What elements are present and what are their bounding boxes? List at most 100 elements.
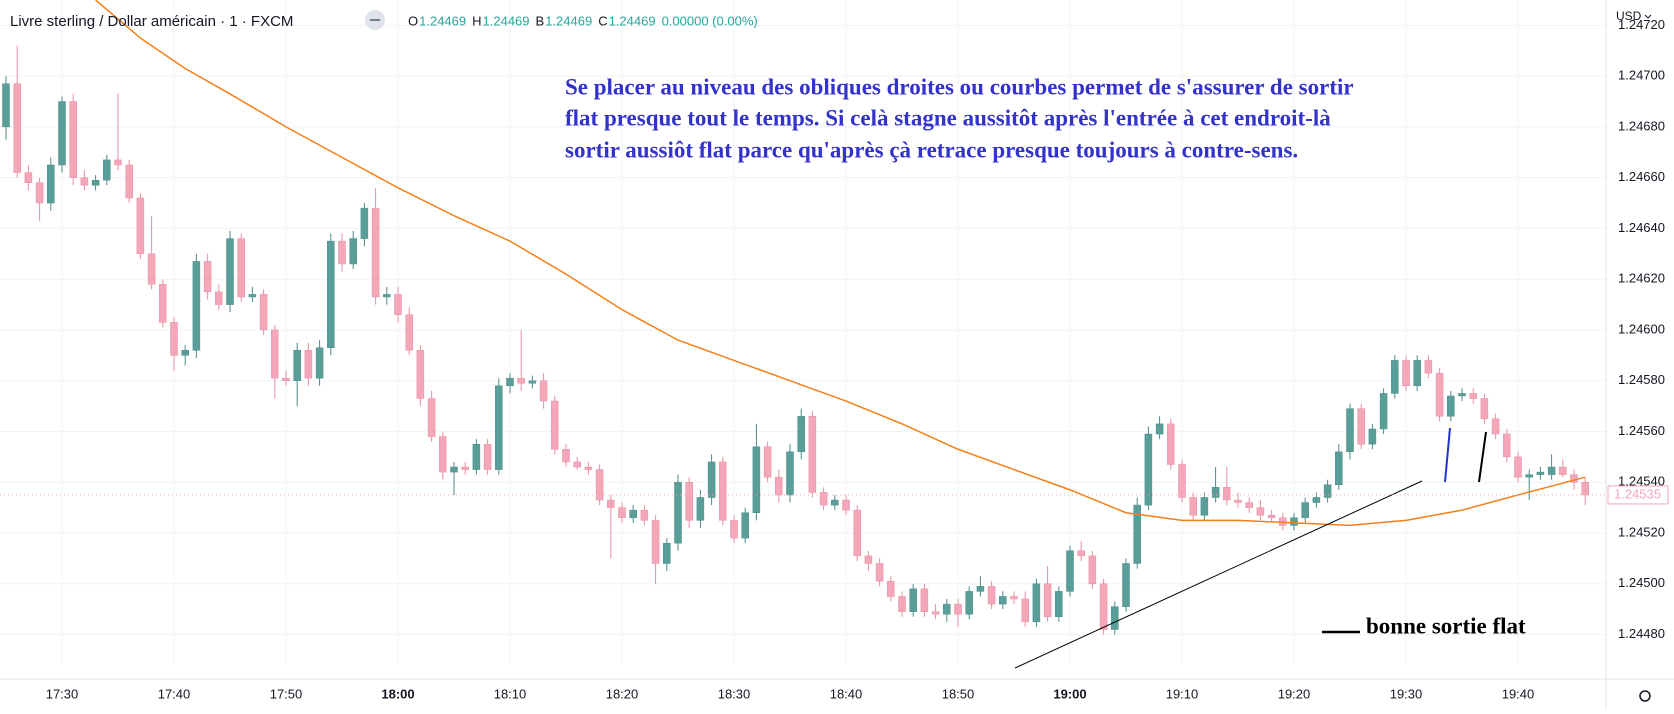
candle-body [338,240,346,265]
candle-body [237,238,245,298]
candle-body [1547,466,1556,475]
candle-body [1357,408,1365,445]
candle-body [931,611,940,615]
x-tick-label: 17:50 [270,686,303,701]
y-tick-label: 1.24680 [1618,118,1665,133]
currency-chevron [1644,14,1652,19]
candle-body [1503,433,1511,458]
candle-body [1290,517,1298,526]
candle-body [1088,555,1097,585]
candle-body [1200,497,1209,516]
candle-body [551,400,559,450]
candle-body [1402,360,1410,387]
candle-body [1435,372,1444,417]
candle-body [819,492,828,506]
x-tick-label: 19:30 [1390,686,1423,701]
candle-body [1043,583,1052,618]
candle-body [1032,583,1041,623]
candle-body [181,350,189,356]
candle-body [248,294,257,298]
candle-body [517,377,525,384]
candle-body [472,443,481,470]
candle-body [663,542,671,564]
y-tick-label: 1.24640 [1618,220,1665,235]
candle-body [539,380,548,402]
candle-body [1335,451,1343,486]
candle-body [1055,591,1063,618]
candle-body [763,446,772,478]
candle-body [719,461,727,521]
candle-body [360,207,369,239]
candle-body [461,466,469,470]
candle-body [562,449,570,463]
moving-average [95,0,1586,527]
candle-body [1312,497,1321,503]
candle-body [752,446,761,513]
candle-body [797,416,805,453]
last-price-label: 1.24535 [1614,486,1661,501]
candle-body [1234,499,1242,503]
drawn-line [1444,427,1451,483]
candle-body [1267,514,1276,519]
candle-body [965,591,973,615]
candle-body [1559,466,1567,475]
candle-body [1133,504,1141,564]
ohlc-key: O [408,13,418,28]
ohlc-key: B [536,13,545,28]
x-tick-label: 19:40 [1502,686,1535,701]
currency[interactable]: USD [1616,9,1642,23]
candle-body [528,380,537,384]
candle-body [1144,433,1153,506]
candle-body [1413,360,1421,387]
candle-body [394,294,402,315]
candle-body [1066,550,1074,592]
candle-body [1301,502,1309,519]
candle-body [1514,456,1522,478]
candle-body [707,461,716,498]
candle-body [383,294,391,298]
y-tick-label: 1.24520 [1618,524,1665,539]
trend-line [1014,480,1423,669]
candle-body [304,350,313,379]
candle-body [1245,502,1253,508]
legend-note: bonne sortie flat [1366,613,1526,638]
candle-body [741,512,749,539]
candle-body [349,238,357,265]
candle-body [80,177,89,186]
y-tick-label: 1.24660 [1618,169,1665,184]
candle-body [1469,393,1477,399]
candle-body [1424,360,1433,374]
candle-body [405,314,413,351]
candle-body [1323,484,1332,498]
candle-body [987,586,996,605]
candle-body [136,197,145,255]
candle-body [69,101,77,178]
candle-body [640,509,649,521]
candle-body [920,588,929,612]
candle-body [416,350,425,399]
candle-body [1525,474,1533,478]
candle-body [483,443,492,470]
candle-body [1155,423,1164,435]
candle-body [58,101,66,166]
candle-body [450,466,458,473]
candle-body [651,520,660,564]
candle-body [954,603,962,615]
ohlc-key: C [598,13,607,28]
candle-body [864,555,873,564]
candle-body [1581,482,1589,496]
candle-body [91,179,100,186]
ohlc-key: H [472,13,481,28]
candle-body [595,469,604,501]
candle-body [842,499,850,511]
candle-body [1178,464,1186,498]
x-tick-label: 18:10 [494,686,527,701]
candle-body [573,461,581,468]
candle-body [999,596,1007,605]
candle-body [685,482,693,521]
settings-icon[interactable] [1639,690,1651,702]
annotation: Se placer au niveau des obliques droites… [565,74,1354,99]
candle-body [1256,507,1265,516]
